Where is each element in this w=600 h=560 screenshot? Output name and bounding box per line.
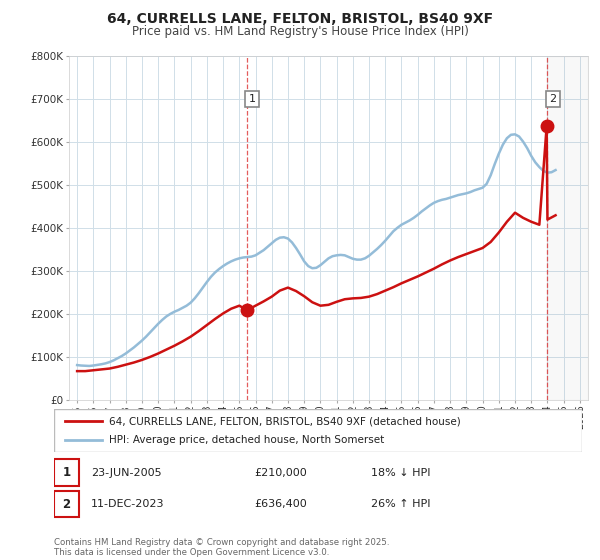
Text: 2: 2 [62,497,71,511]
Text: 18% ↓ HPI: 18% ↓ HPI [371,468,430,478]
Text: £210,000: £210,000 [254,468,307,478]
Text: 1: 1 [62,466,71,479]
Text: 23-JUN-2005: 23-JUN-2005 [91,468,161,478]
Text: HPI: Average price, detached house, North Somerset: HPI: Average price, detached house, Nort… [109,435,385,445]
Text: 2: 2 [550,94,557,104]
Text: 11-DEC-2023: 11-DEC-2023 [91,499,164,509]
Text: Contains HM Land Registry data © Crown copyright and database right 2025.
This d: Contains HM Land Registry data © Crown c… [54,538,389,557]
Text: 1: 1 [248,94,256,104]
Bar [54,459,79,486]
Text: 26% ↑ HPI: 26% ↑ HPI [371,499,430,509]
Bar [54,491,79,517]
Text: 64, CURRELLS LANE, FELTON, BRISTOL, BS40 9XF: 64, CURRELLS LANE, FELTON, BRISTOL, BS40… [107,12,493,26]
Text: Price paid vs. HM Land Registry's House Price Index (HPI): Price paid vs. HM Land Registry's House … [131,25,469,38]
Text: £636,400: £636,400 [254,499,307,509]
Text: 64, CURRELLS LANE, FELTON, BRISTOL, BS40 9XF (detached house): 64, CURRELLS LANE, FELTON, BRISTOL, BS40… [109,416,461,426]
Bar [547,56,588,400]
